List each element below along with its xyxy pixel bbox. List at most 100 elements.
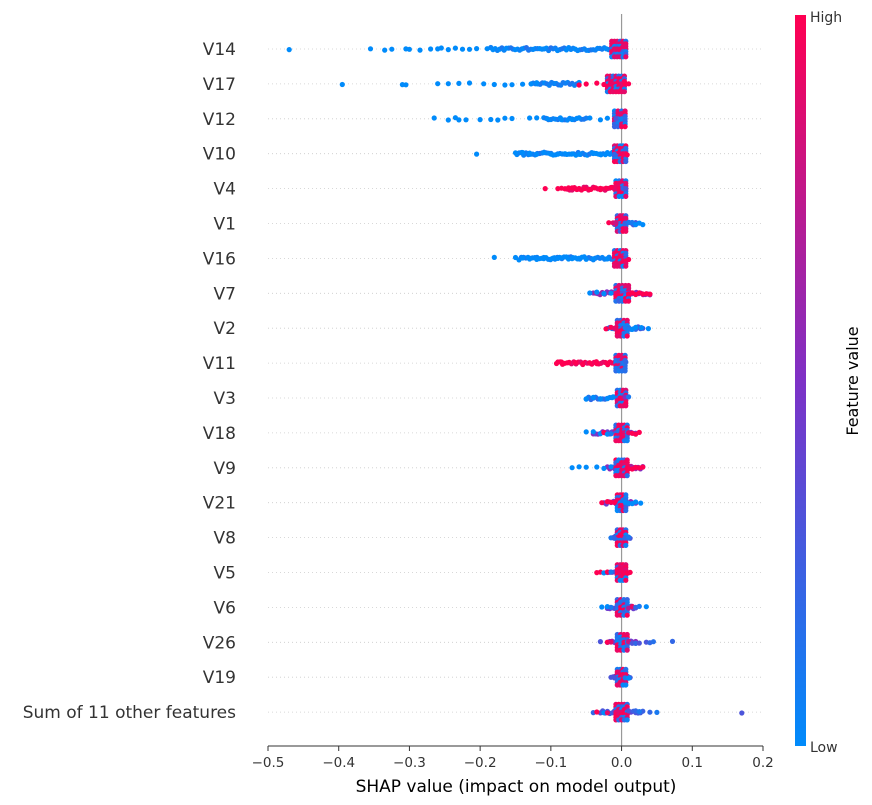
point-v17 [594, 80, 600, 86]
point-v14 [417, 47, 423, 53]
point-v3 [604, 396, 611, 402]
point-v21 [623, 507, 629, 514]
point-v26 [650, 639, 657, 645]
point-v14 [484, 46, 490, 52]
point-v14 [406, 46, 412, 52]
point-v14 [459, 46, 466, 52]
feature-label-v3: V3 [214, 389, 236, 409]
point-v18 [636, 429, 642, 435]
point-v12 [587, 115, 593, 121]
point-sum-of-11-other-features [647, 709, 653, 715]
point-v4 [582, 185, 588, 192]
point-v7 [601, 291, 607, 297]
point-v17 [509, 82, 515, 88]
point-v9 [608, 464, 614, 470]
point-v1 [606, 220, 612, 226]
point-v10 [512, 150, 519, 156]
point-v10 [548, 151, 554, 157]
point-v11 [580, 361, 586, 367]
point-v2 [633, 324, 639, 330]
point-v12 [502, 115, 508, 121]
point-v12 [558, 117, 565, 123]
x-tick-label: 0.1 [682, 755, 703, 771]
point-v11 [573, 360, 579, 366]
point-v17 [583, 81, 589, 87]
point-v16 [623, 263, 629, 269]
point-v1 [613, 219, 619, 226]
point-v12 [597, 117, 604, 123]
point-v17 [534, 80, 540, 86]
point-v3 [610, 394, 616, 400]
point-v10 [624, 152, 630, 158]
point-v9 [569, 465, 575, 471]
point-v11 [565, 360, 572, 366]
point-v9 [583, 464, 589, 470]
point-v26 [624, 647, 630, 653]
point-v12 [477, 117, 483, 123]
point-v9 [601, 465, 607, 471]
point-v14 [466, 46, 473, 52]
point-v10 [604, 150, 611, 156]
feature-label-v11: V11 [203, 354, 236, 374]
point-v19 [611, 675, 618, 681]
point-v21 [611, 499, 618, 506]
feature-label-v9: V9 [214, 459, 236, 479]
point-v18 [590, 429, 596, 435]
point-v10 [623, 158, 629, 165]
point-v7 [608, 290, 614, 296]
point-v17 [491, 81, 497, 88]
x-ticks: −0.5 −0.4 −0.3 −0.2 −0.1 0.0 0.1 0.2 [252, 746, 774, 771]
point-v8 [623, 542, 629, 549]
point-v11 [604, 360, 611, 366]
point-sum-of-11-other-features [654, 709, 660, 716]
point-v12 [615, 124, 621, 130]
point-v2 [645, 326, 652, 332]
point-v21 [638, 500, 644, 506]
point-v3 [623, 403, 629, 409]
point-v10 [562, 151, 568, 157]
point-v17 [502, 82, 508, 88]
point-v10 [555, 151, 561, 157]
point-v12 [495, 117, 501, 123]
point-v14 [382, 47, 388, 53]
point-v7 [626, 298, 632, 304]
point-v17 [403, 82, 409, 88]
point-v21 [599, 500, 605, 506]
point-v12 [445, 117, 451, 123]
x-tick-label: 0.2 [752, 755, 773, 771]
point-v7 [587, 290, 593, 296]
point-v12 [613, 115, 619, 122]
feature-label-v5: V5 [214, 564, 236, 584]
point-v8 [611, 535, 618, 541]
feature-label-v2: V2 [214, 319, 236, 339]
feature-label-v1: V1 [214, 215, 236, 235]
point-v12 [463, 117, 469, 123]
feature-label-v7: V7 [214, 284, 236, 304]
point-v10 [590, 150, 596, 157]
point-v12 [576, 115, 582, 121]
point-v6 [636, 603, 642, 610]
point-v16 [626, 256, 632, 263]
point-v14 [428, 46, 434, 52]
point-v16 [512, 254, 519, 261]
point-v14 [445, 47, 451, 53]
point-v17 [466, 80, 473, 86]
point-v6 [599, 604, 605, 610]
point-v17 [621, 89, 628, 95]
point-v4 [623, 193, 629, 199]
point-v14 [438, 45, 444, 51]
colorbar-title: Feature value [843, 326, 862, 435]
point-v8 [626, 534, 632, 540]
feature-label-v4: V4 [214, 180, 236, 200]
point-v19 [626, 675, 632, 681]
point-v18 [608, 431, 614, 437]
point-v12 [622, 124, 628, 130]
x-tick-label: −0.3 [393, 755, 426, 771]
point-v11 [558, 359, 565, 365]
point-sum-of-11-other-features [604, 710, 611, 716]
point-v12 [544, 116, 550, 122]
colorbar-gradient [795, 15, 806, 746]
point-v16 [604, 256, 611, 262]
x-axis: −0.5 −0.4 −0.3 −0.2 −0.1 0.0 0.1 0.2 [252, 745, 774, 771]
point-v10 [597, 151, 604, 157]
